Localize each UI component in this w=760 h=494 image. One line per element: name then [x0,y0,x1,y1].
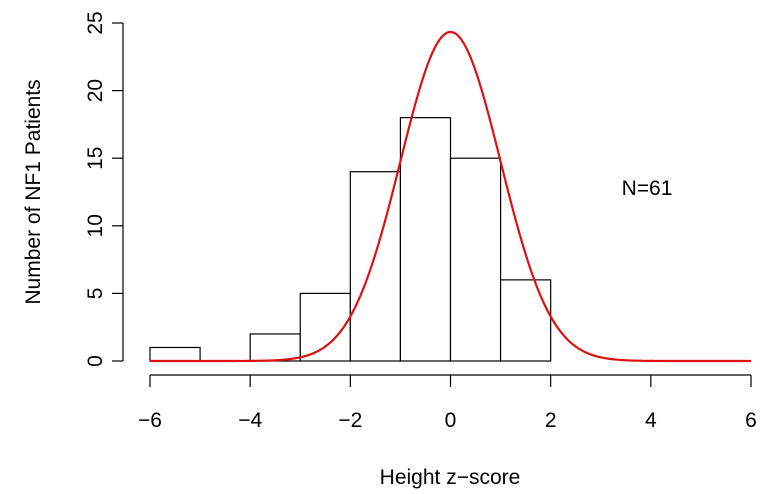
normal-curve [150,30,751,363]
y-tick-label: 0 [84,355,107,367]
y-tick-label: 15 [84,147,107,170]
histogram-bar-5 [399,117,452,362]
y-tick-label: 5 [84,288,107,300]
y-tick-label: 20 [84,79,107,102]
y-tick-label: 10 [84,214,107,237]
sample-size-annotation: N=61 [622,177,673,200]
x-tick-label: −2 [338,409,362,432]
histogram-bar-6 [449,157,502,362]
y-axis-label: Number of NF1 Patients [22,79,45,304]
x-tick-label: 6 [745,409,757,432]
x-tick-label: −4 [238,409,262,432]
y-axis: 0 5 10 15 20 25 [84,11,124,367]
histogram-bar-2 [249,333,301,362]
x-tick-label: −6 [138,409,162,432]
histogram-bars [149,117,552,362]
histogram-bar-0 [149,346,201,362]
x-axis-label: Height z−score [380,466,521,489]
x-tick-label: 2 [545,409,557,432]
x-axis: −6 −4 −2 0 2 4 6 [138,374,757,432]
histogram-bar-3 [299,292,351,362]
y-tick-label: 25 [84,11,107,34]
x-tick-label: 0 [445,409,457,432]
x-tick-label: 4 [645,409,657,432]
histogram-bar-7 [499,279,552,362]
histogram-bar-4 [349,171,402,362]
